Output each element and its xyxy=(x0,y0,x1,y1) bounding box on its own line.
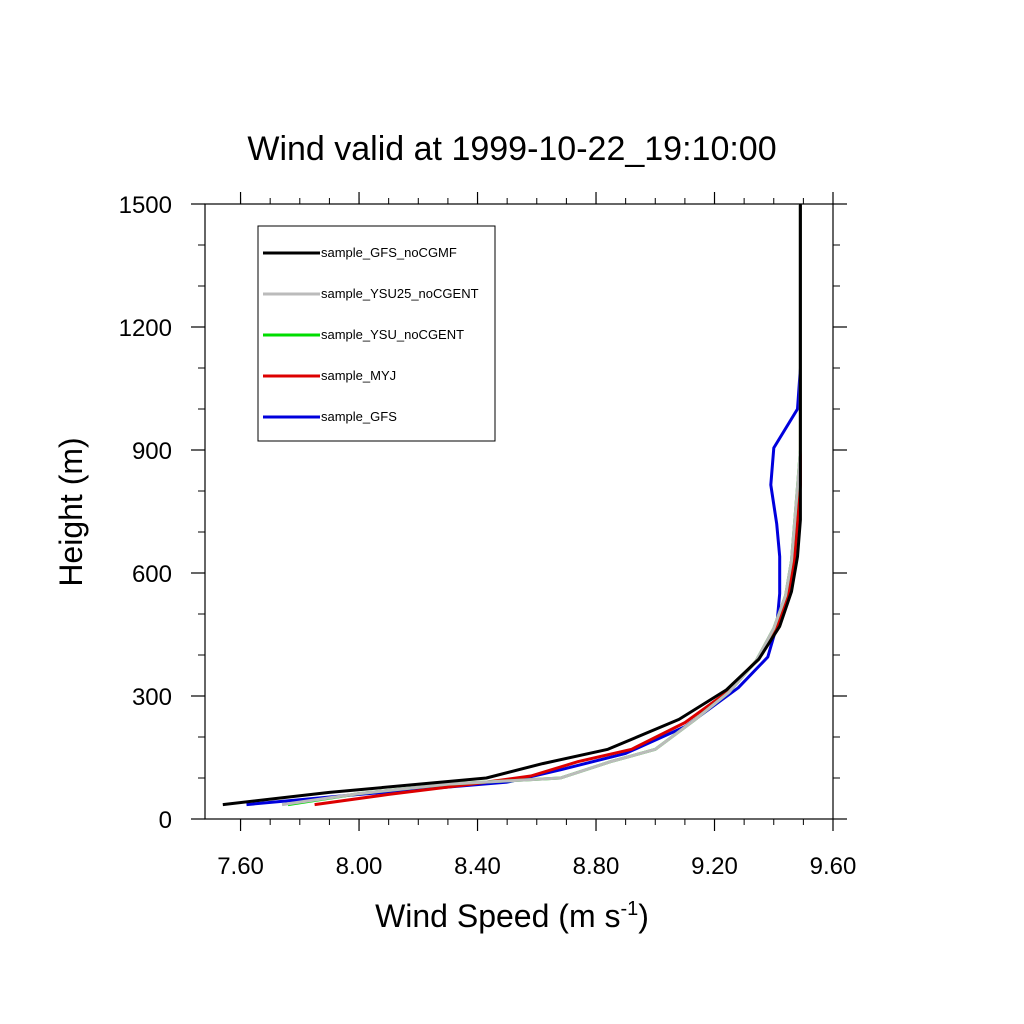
x-axis-label-superscript: -1 xyxy=(620,898,638,920)
x-tick-label: 9.20 xyxy=(691,853,738,880)
chart-title: Wind valid at 1999-10-22_19:10:00 xyxy=(247,130,776,168)
legend-items: sample_GFS_noCGMF sample_YSU25_noCGENTsam… xyxy=(263,245,479,424)
y-tick-label: 1500 xyxy=(119,192,172,219)
axis-ticks: 7.60 8.00 8.40 8.80 9.20 9.60 0 300 600 900 1200 15… xyxy=(119,192,857,880)
legend-label: sample_GFS_noCGMF xyxy=(321,245,457,260)
legend-label: sample_YSU_noCGENT xyxy=(321,327,464,342)
x-axis-label-main: Wind Speed (m s xyxy=(375,898,620,934)
x-axis-label-end: ) xyxy=(638,898,649,934)
y-tick-label: 1200 xyxy=(119,315,172,342)
y-tick-label: 300 xyxy=(132,684,172,711)
legend: sample_GFS_noCGMF sample_YSU25_noCGENTsam… xyxy=(257,225,496,442)
y-axis-label: Height (m) xyxy=(53,437,89,586)
legend-label: sample_MYJ xyxy=(321,368,396,383)
y-tick-label: 900 xyxy=(132,438,172,465)
y-tick-label: 600 xyxy=(132,561,172,588)
plot-frame xyxy=(204,203,834,820)
x-tick-label: 8.40 xyxy=(454,853,501,880)
y-tick-label: 0 xyxy=(159,807,172,834)
x-tick-label: 8.80 xyxy=(573,853,620,880)
x-axis-label: Wind Speed (m s-1) xyxy=(375,898,649,934)
x-tick-label: 7.60 xyxy=(217,853,264,880)
series-line-sample_GFS_noCGMF xyxy=(222,204,802,807)
x-tick-label: 8.00 xyxy=(336,853,383,880)
x-tick-label: 9.60 xyxy=(810,853,857,880)
legend-label: sample_YSU25_noCGENT xyxy=(321,286,479,301)
series-layer xyxy=(222,204,802,807)
legend-label: sample_GFS xyxy=(321,409,397,424)
